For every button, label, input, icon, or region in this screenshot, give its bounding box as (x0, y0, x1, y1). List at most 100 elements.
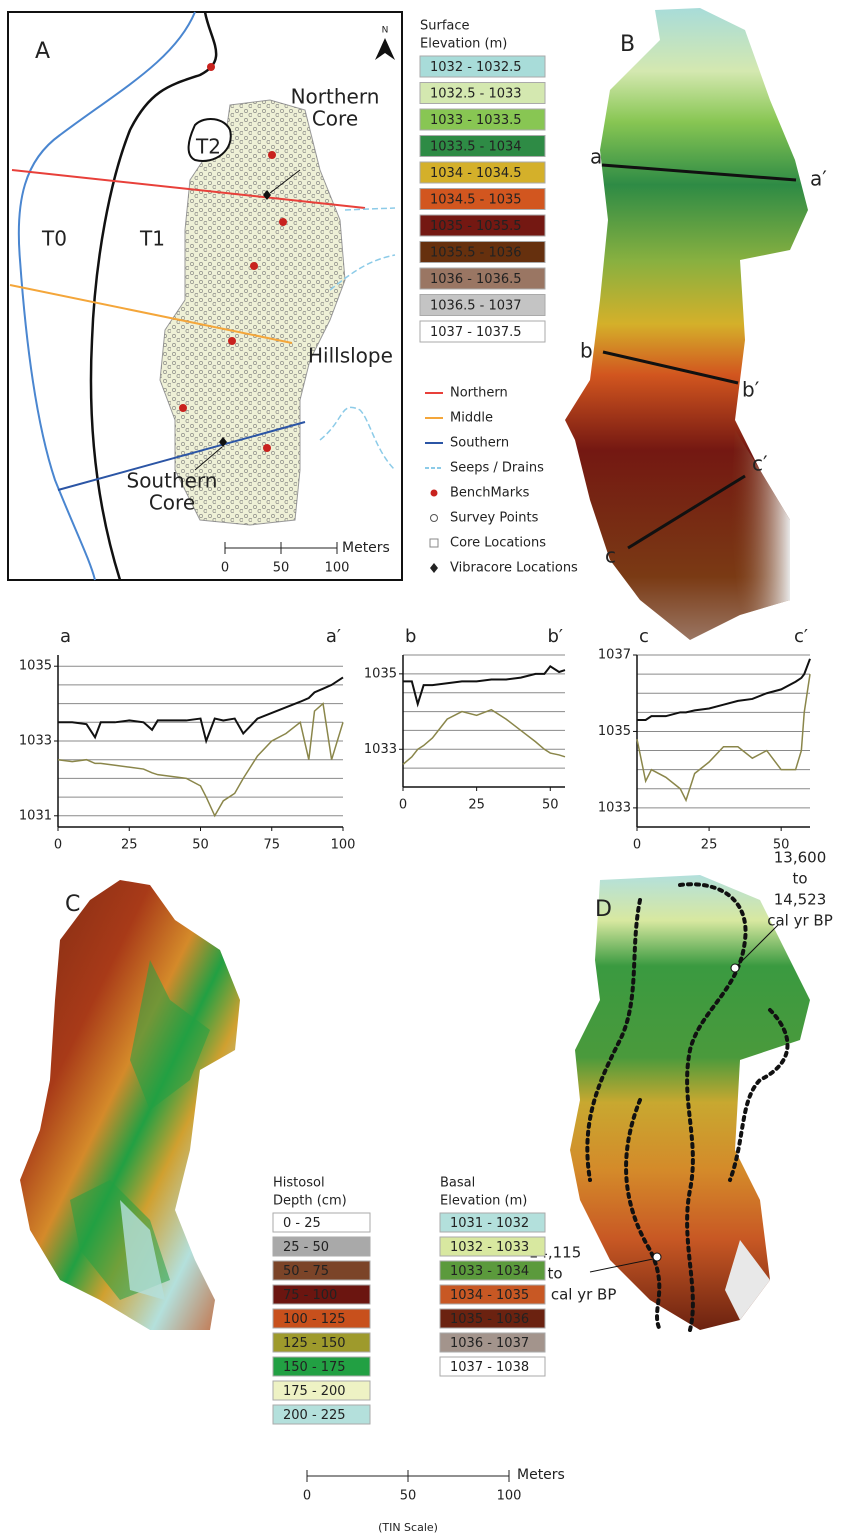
legend-title: Depth (cm) (273, 1194, 347, 1209)
x-tick-label: 0 (54, 838, 62, 853)
legend-label: 100 - 125 (283, 1312, 346, 1327)
legend-label: 25 - 50 (283, 1240, 329, 1255)
x-tick-label: 25 (468, 798, 485, 813)
legend-label: 0 - 25 (283, 1216, 321, 1231)
legend-label: 1036.5 - 1037 (430, 299, 522, 314)
profile-end-label: b (405, 626, 416, 647)
profile-end-label: a (60, 626, 71, 647)
legend-title: Basal (440, 1176, 475, 1191)
legend-marker (431, 490, 438, 497)
legend-label: 1034.5 - 1035 (430, 193, 522, 208)
panel-label: B (620, 32, 635, 57)
legend-label: Vibracore Locations (450, 561, 578, 576)
transect-label: b (580, 339, 593, 363)
legend-label: 1035 - 1035.5 (430, 219, 522, 234)
profile-line (58, 677, 343, 741)
core-label: Southern (127, 469, 218, 493)
legend-label: 1036 - 1037 (450, 1336, 529, 1351)
y-tick-label: 1035 (19, 659, 52, 674)
y-tick-label: 1033 (598, 800, 631, 815)
x-tick-label: 50 (773, 838, 790, 853)
x-tick-label: 75 (263, 838, 280, 853)
legend-label: 50 - 75 (283, 1264, 329, 1279)
legend-title: Elevation (m) (440, 1194, 527, 1209)
legend-label: 1037 - 1037.5 (430, 325, 522, 340)
date-label: to (792, 870, 807, 888)
legend-label: 1037 - 1038 (450, 1360, 529, 1375)
legend-label: BenchMarks (450, 486, 530, 501)
x-tick-label: 0 (399, 798, 407, 813)
scale-label: 50 (273, 561, 290, 576)
legend-marker (431, 515, 438, 522)
legend-label: 1034 - 1034.5 (430, 166, 522, 181)
figure: A N T0 T1 T2 Northern Core Southern Core… (0, 0, 844, 1537)
scale-label: 50 (400, 1489, 417, 1504)
profile-line (403, 710, 565, 765)
profile-end-label: c′ (794, 626, 808, 647)
x-tick-label: 25 (121, 838, 138, 853)
x-tick-label: 50 (542, 798, 559, 813)
transect-label: b′ (742, 378, 760, 402)
legend-label: 1033 - 1033.5 (430, 113, 522, 128)
legend-label: Middle (450, 411, 493, 426)
core-label: Core (312, 107, 358, 131)
transect-label: a′ (810, 167, 827, 191)
x-tick-label: 25 (701, 838, 718, 853)
scale-label: 0 (221, 561, 229, 576)
legend-label: 1034 - 1035 (450, 1288, 529, 1303)
transect-label: c′ (752, 452, 768, 476)
y-tick-label: 1033 (19, 734, 52, 749)
profile-end-label: c (639, 626, 649, 647)
legend-marker (430, 563, 438, 573)
hillslope-label: Hillslope (308, 344, 393, 368)
legend-label: 1032.5 - 1033 (430, 87, 522, 102)
legend-label: 200 - 225 (283, 1408, 346, 1423)
date-label: cal yr BP (767, 912, 833, 930)
x-tick-label: 0 (633, 838, 641, 853)
core-label: Core (149, 491, 195, 515)
legend-label: 1036 - 1036.5 (430, 272, 522, 287)
profile-line (637, 659, 810, 720)
profile-end-label: a′ (326, 626, 341, 647)
scale-caption: (TIN Scale) (378, 1521, 438, 1534)
profile-end-label: b′ (547, 626, 563, 647)
legend-label: 1031 - 1032 (450, 1216, 529, 1231)
legend-title: Elevation (m) (420, 37, 507, 52)
legend-label: Seeps / Drains (450, 461, 544, 476)
core-label: Northern (291, 85, 380, 109)
terrace-label: T2 (195, 135, 221, 159)
panel-label: D (595, 897, 612, 922)
legend-label: 150 - 175 (283, 1360, 346, 1375)
scale-unit: Meters (342, 540, 390, 556)
legend-label: Survey Points (450, 511, 539, 526)
legend-label: 1035.5 - 1036 (430, 246, 522, 261)
x-tick-label: 100 (331, 838, 356, 853)
legend-label: Southern (450, 436, 509, 451)
legend-label: Core Locations (450, 536, 546, 551)
date-site (731, 964, 739, 972)
basal-map (570, 875, 810, 1330)
scale-label: 100 (497, 1489, 522, 1504)
panel-label: C (65, 892, 80, 917)
legend-label: 1033.5 - 1034 (430, 140, 522, 155)
scale-label: 0 (303, 1489, 311, 1504)
y-tick-label: 1035 (598, 724, 631, 739)
north-label: N (382, 26, 389, 36)
transect-label: c (605, 544, 616, 568)
terrace-label: T0 (41, 227, 67, 251)
legend-label: 1035 - 1036 (450, 1312, 529, 1327)
legend-marker (430, 539, 438, 547)
legend-label: 1033 - 1034 (450, 1264, 529, 1279)
y-tick-label: 1031 (19, 808, 52, 823)
legend-title: Surface (420, 19, 470, 34)
date-site (653, 1253, 661, 1261)
terrace-label: T1 (139, 227, 165, 251)
date-label: to (547, 1265, 562, 1283)
scale-label: 100 (325, 561, 350, 576)
date-label: 14,523 (774, 891, 827, 909)
legend-label: 175 - 200 (283, 1384, 346, 1399)
x-tick-label: 50 (192, 838, 209, 853)
panel-label: A (35, 39, 50, 64)
legend-title: Histosol (273, 1176, 325, 1191)
y-tick-label: 1037 (598, 648, 631, 663)
